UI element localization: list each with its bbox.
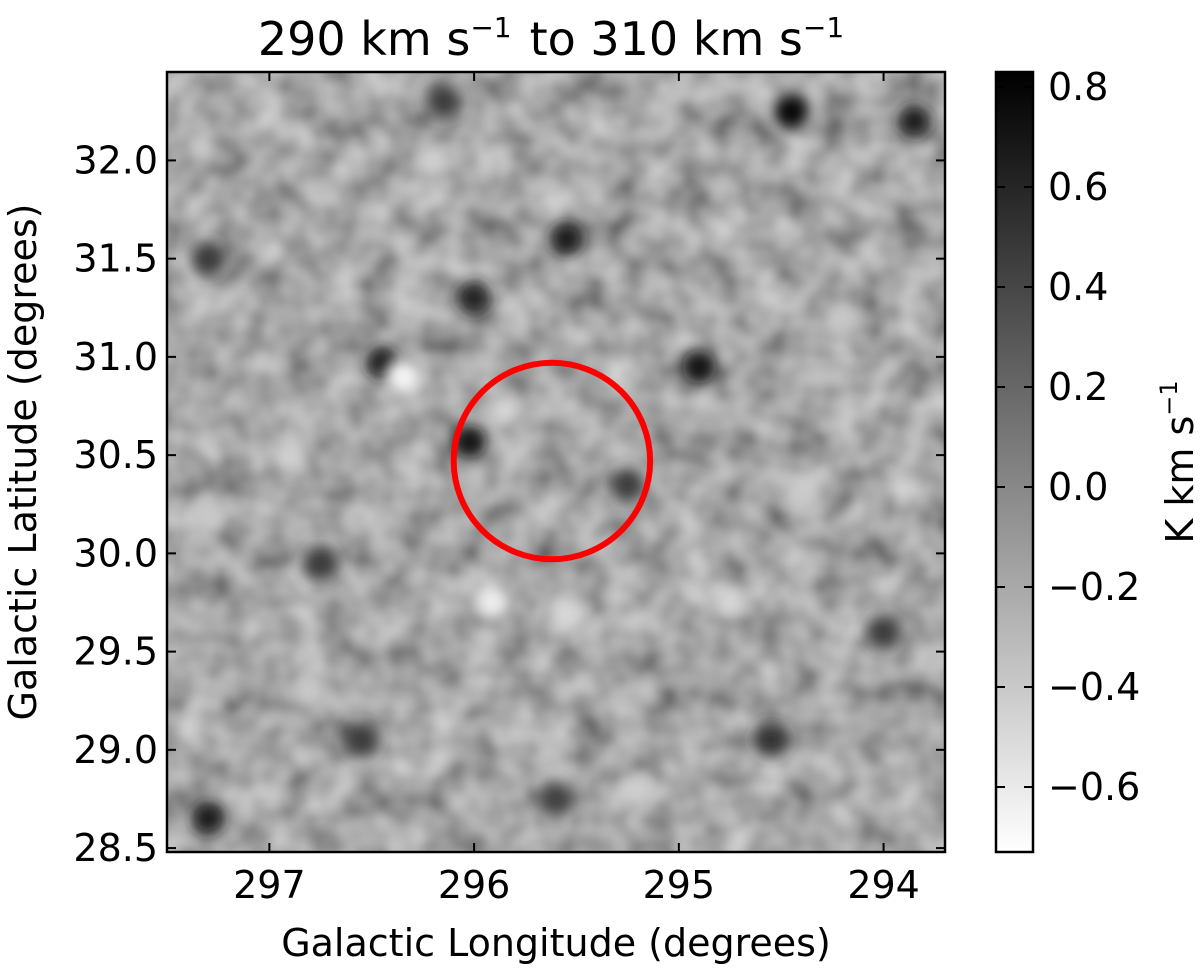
heatmap-features [190, 84, 932, 836]
colorbar-tick-label: −0.4 [1048, 665, 1140, 709]
y-tick-label: 31.5 [73, 237, 158, 281]
heatmap-feature [190, 497, 225, 532]
colorbar-tick-label: −0.6 [1048, 765, 1140, 809]
heatmap-feature [426, 84, 461, 119]
heatmap-feature [416, 143, 451, 178]
colorbar-ticks: 0.8 0.6 0.4 0.2 0.0 −0.2 −0.4 −0.6 [996, 65, 1140, 809]
y-axis-label: Galactic Latitude (degrees) [1, 204, 45, 721]
x-tick-label: 296 [438, 863, 511, 907]
colorbar-tick-label: 0.0 [1048, 465, 1108, 509]
y-tick-label: 31.0 [73, 335, 158, 379]
y-tick-label: 29.0 [73, 728, 158, 772]
y-tick-label: 29.5 [73, 630, 158, 674]
heatmap-feature [682, 349, 717, 384]
x-tick-label: 297 [233, 863, 306, 907]
y-axis: 28.5 29.0 29.5 30.0 30.5 31.0 31.5 32.0 [73, 138, 945, 870]
colorbar-gradient [994, 70, 1035, 854]
colorbar-tick-label: −0.2 [1048, 565, 1140, 609]
heatmap-feature [784, 477, 819, 512]
colorbar-tick-label: 0.4 [1048, 265, 1108, 309]
heatmap-feature [539, 781, 573, 816]
heatmap-feature [774, 94, 809, 129]
heatmap-feature [473, 585, 508, 620]
colorbar-tick-label: 0.6 [1048, 165, 1108, 209]
heatmap-feature [549, 222, 584, 257]
y-tick-label: 28.5 [73, 826, 158, 870]
heatmap-feature [610, 467, 645, 502]
heatmap-feature [385, 359, 420, 394]
target-region-circle [450, 359, 654, 563]
y-tick-label: 30.5 [73, 433, 158, 477]
heatmap-feature [487, 392, 522, 427]
heatmap-feature [866, 614, 901, 649]
heatmap-feature [272, 438, 307, 473]
colorbar-tick-label: 0.2 [1048, 365, 1108, 409]
x-tick-label: 295 [643, 863, 716, 907]
heatmap-feature [897, 104, 932, 139]
colorbar-tick-label: 0.8 [1048, 65, 1108, 109]
x-tick-label: 294 [847, 863, 920, 907]
heatmap-feature [457, 280, 492, 315]
colorbar-label: K km s−1 [1155, 380, 1200, 543]
heatmap-feature [453, 424, 488, 459]
heatmap-feature [293, 673, 328, 708]
chart-title: 290 km s−1 to 310 km s−1 [258, 11, 844, 66]
heatmap-feature [549, 595, 584, 630]
plot-frame [165, 70, 947, 854]
heatmap-feature [620, 772, 655, 807]
x-axis: 297 296 295 294 [233, 72, 920, 907]
heatmap-feature [344, 723, 379, 758]
y-tick-label: 32.0 [73, 138, 158, 182]
heatmap-feature [303, 546, 338, 581]
heatmap-feature [713, 585, 748, 620]
heatmap-feature [190, 241, 225, 276]
heatmap-feature [753, 723, 788, 758]
x-axis-label: Galactic Longitude (degrees) [281, 921, 831, 965]
colorbar: 0.8 0.6 0.4 0.2 0.0 −0.2 −0.4 −0.6 K km s−1 [994, 65, 1200, 854]
heatmap-feature [190, 801, 225, 836]
heatmap-feature [825, 300, 860, 335]
heatmap-plot [167, 72, 945, 852]
y-tick-label: 30.0 [73, 531, 158, 575]
